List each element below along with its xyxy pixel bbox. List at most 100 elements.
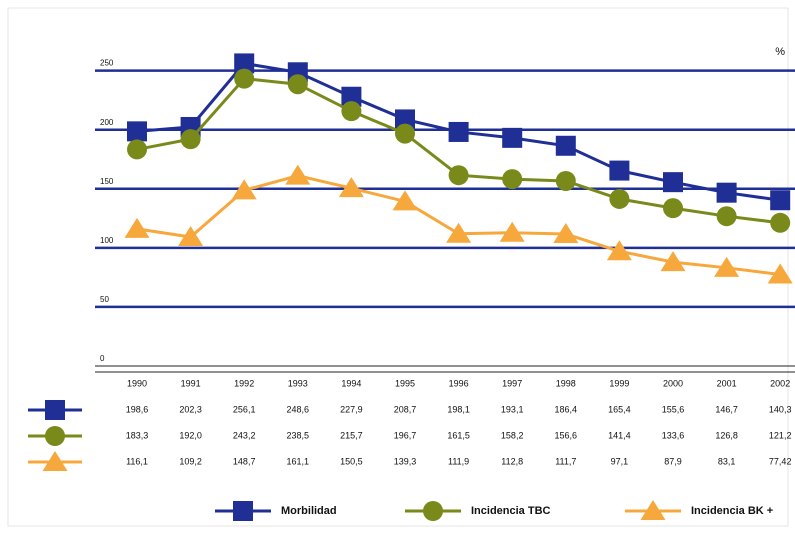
table-cell: 227,9 [340,404,363,414]
legend-label: Incidencia BK + [691,505,773,517]
marker [716,182,737,203]
marker [663,172,683,193]
marker [341,86,362,107]
table-cell: 193,1 [501,404,524,414]
x-tick-label: 1999 [609,378,629,388]
x-tick-label: 1991 [181,378,201,388]
table-cell: 208,7 [394,404,417,414]
marker [285,164,311,185]
table-cell: 150,5 [340,456,363,466]
marker [606,240,632,261]
table-cell: 161,5 [447,430,470,440]
marker [392,190,418,211]
marker [767,263,793,284]
table-cell: 112,8 [501,456,523,466]
table-cell: 192,0 [179,430,202,440]
marker [770,212,791,233]
marker [770,190,791,211]
x-tick-label: 1990 [127,378,147,388]
marker [663,198,683,219]
table-cell: 196,7 [394,430,417,440]
marker [178,225,204,246]
table-cell: 156,6 [555,430,578,440]
table-cell: 248,6 [287,404,310,414]
marker [395,109,415,130]
table-cell: 116,1 [126,456,148,466]
y-tick-label: 100 [100,236,114,245]
marker [446,222,472,243]
table-cell: 87,9 [664,456,682,466]
frame [7,7,789,527]
x-tick-label: 2002 [770,378,790,388]
marker [499,221,525,242]
marker [127,121,147,142]
table-cell: 148,7 [233,456,256,466]
marker [448,121,469,142]
x-tick-label: 2000 [663,378,683,388]
table-cell: 77,42 [769,456,792,466]
marker [45,426,65,446]
y-tick-label: 0 [100,354,105,363]
marker [42,451,68,471]
marker [338,177,364,198]
table-cell: 198,1 [447,404,470,414]
table-cell: 198,6 [126,404,149,414]
table-cell: 109,2 [179,456,202,466]
marker [395,123,415,144]
table-cell: 165,4 [608,404,631,414]
marker [234,68,255,89]
table-cell: 238,5 [287,430,310,440]
table-cell: 155,6 [662,404,685,414]
table-cell: 243,2 [233,430,256,440]
legend-label: Incidencia TBC [471,505,551,517]
marker [555,135,576,156]
table-cell: 158,2 [501,430,524,440]
table-cell: 83,1 [718,456,736,466]
marker [609,160,630,181]
marker [124,217,150,238]
marker [609,188,630,209]
marker [660,251,686,272]
y-tick-label: 200 [100,118,114,127]
table-cell: 121,2 [769,430,792,440]
table-cell: 126,8 [715,430,738,440]
table-cell: 202,3 [179,404,202,414]
table-cell: 111,7 [555,456,576,466]
marker [234,53,255,74]
x-tick-label: 1995 [395,378,415,388]
marker [127,139,147,160]
marker [502,169,523,190]
table-cell: 183,3 [126,430,149,440]
y-tick-label: 150 [100,177,114,186]
marker [553,223,579,244]
table-cell: 111,9 [448,456,469,466]
marker [180,129,201,150]
x-tick-label: 1998 [556,378,576,388]
table-cell: 139,3 [394,456,417,466]
table-cell: 140,3 [769,404,792,414]
marker [502,127,523,148]
table-cell: 256,1 [233,404,256,414]
marker [448,165,469,186]
marker [287,74,308,95]
legend-label: Morbilidad [281,505,337,517]
marker [716,206,737,227]
x-tick-label: 1992 [234,378,254,388]
x-tick-label: 2001 [717,378,737,388]
x-tick-label: 1993 [288,378,308,388]
table-cell: 215,7 [340,430,363,440]
y-tick-label: 50 [100,295,109,304]
marker [233,501,253,521]
marker [341,101,362,122]
y-tick-label: 250 [100,59,114,68]
x-tick-label: 1994 [341,378,361,388]
table-cell: 141,4 [608,430,631,440]
table-cell: 161,1 [287,456,310,466]
x-tick-label: 1996 [449,378,469,388]
marker [231,179,257,200]
table-cell: 146,7 [715,404,738,414]
unit-label: % [775,46,785,58]
table-cell: 133,6 [662,430,685,440]
table-cell: 97,1 [611,456,629,466]
